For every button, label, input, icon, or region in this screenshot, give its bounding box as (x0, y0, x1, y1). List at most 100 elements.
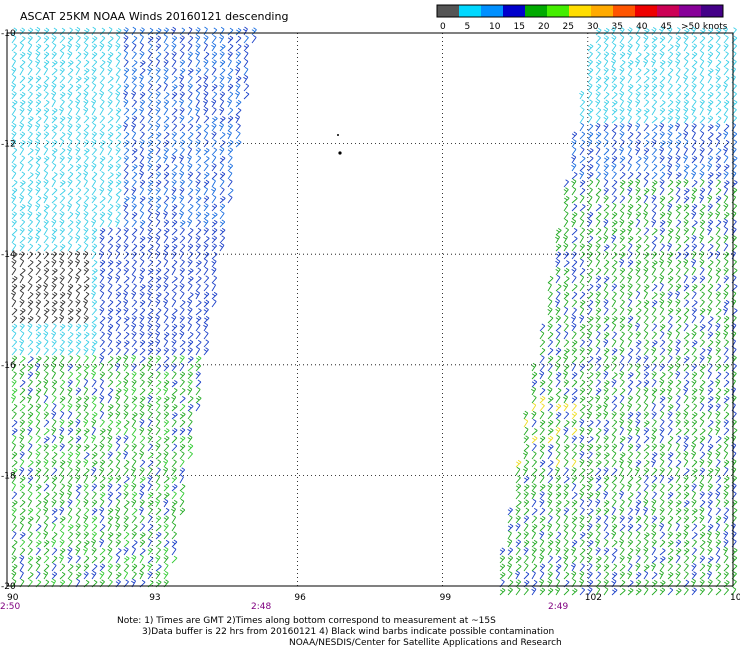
wind-barb (579, 211, 585, 220)
wind-barb (651, 530, 657, 540)
wind-barb (67, 138, 73, 148)
wind-barb (27, 363, 34, 372)
wind-barb (107, 531, 114, 540)
wind-barb (531, 523, 538, 532)
wind-barb (179, 396, 186, 404)
wind-barb (163, 139, 170, 148)
wind-barb (163, 507, 170, 516)
wind-barb (619, 299, 625, 308)
wind-barb (51, 227, 58, 236)
wind-barb (595, 35, 601, 44)
wind-barb (123, 59, 129, 68)
wind-barb (635, 307, 642, 316)
time-label: 2:50 (0, 602, 20, 612)
wind-barb (635, 283, 641, 292)
wind-barb (571, 322, 577, 332)
wind-barb (75, 572, 82, 580)
wind-barb (691, 468, 698, 476)
wind-barb (83, 339, 90, 348)
wind-barb (523, 507, 530, 516)
wind-barb (683, 58, 689, 68)
wind-barb (107, 186, 113, 196)
wind-barb (115, 188, 122, 196)
wind-barb (155, 474, 160, 484)
wind-barb (587, 306, 593, 316)
wind-barb (171, 99, 177, 108)
wind-barb (107, 131, 114, 140)
wind-barb (99, 322, 105, 332)
wind-barb (123, 531, 130, 540)
wind-barb (627, 162, 632, 172)
wind-barb (627, 395, 633, 404)
wind-barb (83, 139, 90, 148)
wind-barb (91, 466, 97, 476)
wind-barb (563, 251, 570, 260)
wind-barb (35, 227, 42, 236)
wind-barb (75, 443, 82, 452)
wind-barb (643, 411, 649, 420)
wind-barb (51, 370, 56, 380)
wind-barb (99, 155, 106, 164)
wind-barb (603, 490, 609, 500)
wind-barb (59, 483, 66, 492)
wind-barb (211, 235, 218, 244)
wind-barb (611, 195, 618, 204)
wind-barb (211, 154, 217, 164)
wind-barb (163, 202, 169, 212)
wind-barb (651, 571, 658, 580)
wind-barb (547, 291, 553, 300)
wind-barb (35, 315, 41, 324)
wind-barb (723, 146, 728, 156)
latitude-label: -20 (1, 582, 16, 592)
wind-barb (147, 538, 152, 548)
wind-barb (115, 274, 121, 284)
wind-barb (523, 571, 530, 580)
wind-barb (595, 146, 601, 156)
wind-barb (227, 195, 233, 204)
wind-barb (203, 275, 210, 284)
wind-barb (667, 275, 674, 284)
wind-barb (651, 411, 657, 420)
wind-barb (619, 115, 625, 124)
wind-barb (603, 410, 609, 420)
wind-barb (587, 90, 593, 100)
wind-barb (595, 139, 602, 148)
wind-barb (579, 163, 586, 172)
wind-barb (547, 555, 553, 564)
wind-barb (523, 475, 530, 484)
wind-barb (131, 458, 137, 468)
wind-barb (75, 179, 81, 188)
wind-barb (539, 370, 545, 380)
wind-barb (707, 387, 714, 396)
wind-barb (99, 235, 105, 244)
color-scale-label: 25 (563, 22, 574, 32)
wind-barb (139, 154, 145, 164)
wind-barb (83, 434, 89, 444)
wind-barb (579, 355, 586, 364)
wind-barb (179, 467, 186, 476)
wind-barb (139, 418, 145, 428)
wind-barb (99, 435, 106, 444)
wind-barb (75, 91, 82, 100)
wind-barb (251, 27, 257, 36)
wind-barb (155, 163, 162, 172)
wind-barb (27, 172, 34, 180)
wind-barb (187, 42, 193, 52)
wind-barb (107, 299, 114, 308)
wind-barb (35, 410, 41, 420)
wind-barb (563, 444, 570, 452)
wind-barb (91, 290, 96, 300)
wind-barb (147, 555, 154, 564)
wind-barb (547, 483, 553, 492)
wind-barb (699, 204, 706, 212)
wind-barb (635, 115, 641, 124)
wind-barb (51, 316, 58, 324)
wind-barb (155, 91, 161, 100)
wind-barb (579, 555, 585, 564)
wind-barb (115, 531, 122, 540)
wind-barb (211, 227, 218, 236)
wind-barb (691, 387, 698, 396)
wind-barb (627, 379, 634, 388)
wind-barb (595, 444, 602, 452)
wind-barb (171, 276, 178, 284)
